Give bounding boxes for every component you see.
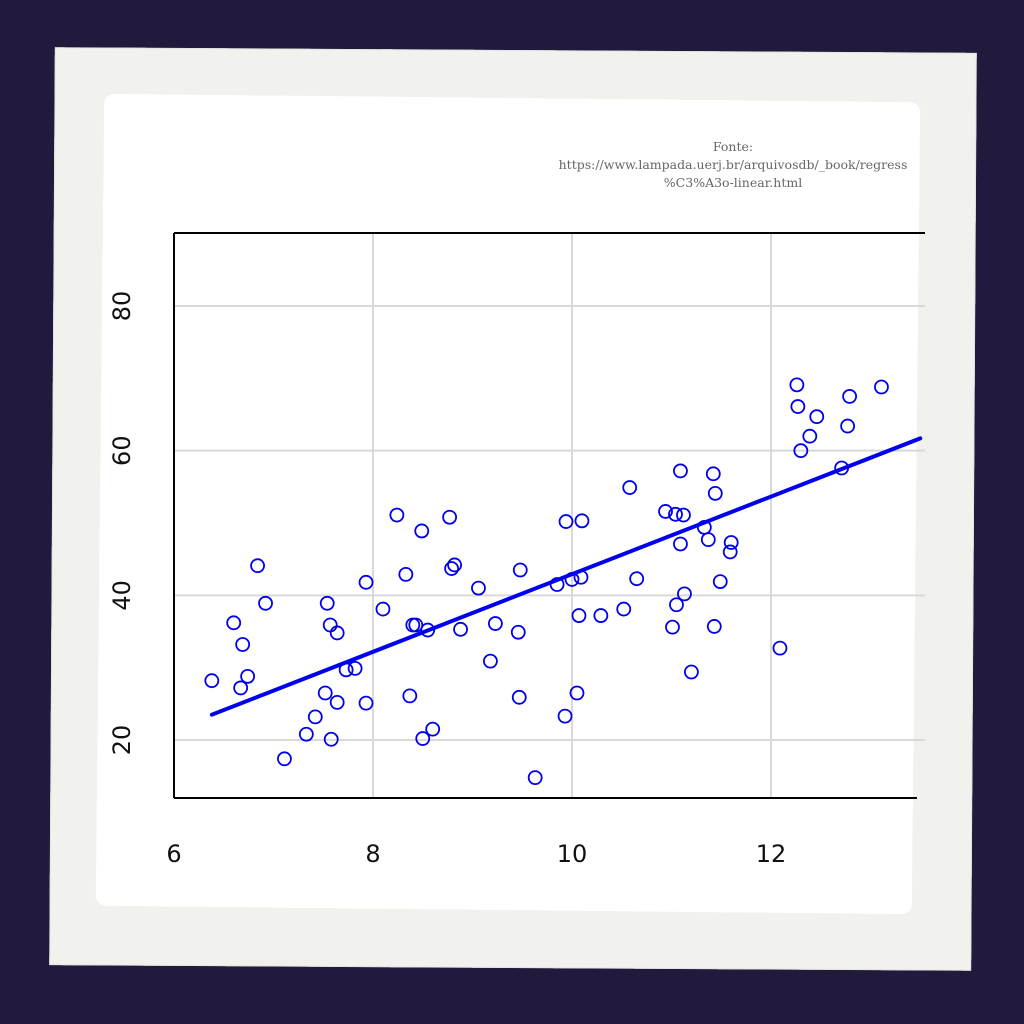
data-point bbox=[347, 660, 363, 676]
data-point bbox=[527, 770, 543, 786]
data-point bbox=[233, 680, 249, 696]
data-point bbox=[317, 685, 333, 701]
data-point bbox=[557, 708, 573, 724]
data-point bbox=[789, 377, 805, 393]
data-point bbox=[338, 662, 354, 678]
data-point bbox=[793, 443, 809, 459]
data-point bbox=[408, 617, 424, 633]
data-point bbox=[842, 389, 858, 404]
data-point bbox=[319, 595, 335, 611]
x-tick-label: 8 bbox=[365, 840, 380, 868]
data-point bbox=[235, 637, 251, 652]
data-point bbox=[307, 709, 323, 725]
data-point bbox=[240, 668, 256, 684]
data-point bbox=[398, 566, 414, 582]
grid-lines bbox=[173, 233, 925, 798]
data-point bbox=[329, 694, 345, 710]
data-point bbox=[658, 504, 673, 519]
data-point bbox=[706, 619, 722, 634]
data-point bbox=[665, 619, 680, 635]
data-point bbox=[483, 653, 498, 669]
source-note: Fonte: https://www.lampada.uerj.br/arqui… bbox=[558, 138, 908, 192]
data-point bbox=[571, 608, 587, 623]
data-point bbox=[323, 731, 339, 747]
y-tick-label: 60 bbox=[108, 435, 136, 466]
data-point bbox=[684, 664, 699, 680]
data-point bbox=[487, 616, 503, 631]
data-point bbox=[414, 523, 430, 539]
y-tick-label: 40 bbox=[108, 580, 136, 611]
data-point bbox=[277, 751, 292, 767]
tick-labels: 6 8 10 12 20 40 60 80 bbox=[108, 291, 786, 868]
data-point bbox=[447, 557, 462, 573]
data-point bbox=[375, 601, 391, 617]
data-point bbox=[569, 685, 585, 701]
y-tick-label: 80 bbox=[108, 291, 136, 322]
source-line-1: Fonte: bbox=[712, 139, 754, 154]
data-point bbox=[204, 673, 220, 689]
data-point bbox=[593, 608, 609, 623]
data-point bbox=[415, 731, 431, 746]
data-point bbox=[772, 640, 788, 656]
data-point bbox=[442, 509, 458, 525]
data-point bbox=[358, 695, 374, 711]
data-point bbox=[405, 617, 421, 633]
data-point bbox=[705, 466, 721, 482]
data-point bbox=[874, 379, 889, 395]
data-point bbox=[510, 624, 526, 640]
data-point bbox=[453, 621, 468, 637]
data-point bbox=[723, 535, 739, 550]
data-point bbox=[574, 513, 590, 529]
data-point bbox=[809, 409, 825, 425]
data-point bbox=[322, 617, 338, 633]
data-point bbox=[444, 561, 460, 576]
data-point bbox=[573, 569, 589, 585]
data-point bbox=[668, 506, 683, 522]
data-point bbox=[722, 544, 738, 560]
x-tick-label: 6 bbox=[166, 840, 181, 868]
data-point bbox=[420, 622, 436, 638]
data-point bbox=[669, 597, 684, 613]
axes bbox=[173, 232, 925, 799]
data-point bbox=[329, 625, 345, 641]
data-point bbox=[258, 595, 273, 611]
data-point bbox=[512, 562, 528, 578]
data-point bbox=[673, 536, 688, 552]
data-point bbox=[700, 532, 716, 548]
data-point bbox=[802, 428, 818, 444]
data-point bbox=[389, 507, 405, 523]
data-point bbox=[298, 726, 314, 742]
data-point bbox=[402, 688, 418, 704]
x-tick-label: 10 bbox=[557, 840, 588, 868]
data-point bbox=[676, 507, 691, 523]
data-point bbox=[616, 601, 632, 617]
data-point bbox=[425, 721, 441, 737]
data-point bbox=[673, 463, 688, 479]
data-point bbox=[840, 418, 856, 434]
data-point bbox=[712, 574, 728, 589]
data-point bbox=[549, 577, 565, 592]
data-point bbox=[250, 558, 265, 574]
x-tick-label: 12 bbox=[756, 840, 787, 868]
y-tick-label: 20 bbox=[108, 725, 136, 756]
data-point bbox=[226, 615, 242, 631]
data-point bbox=[834, 460, 850, 476]
data-point bbox=[790, 399, 806, 414]
source-line-3: %C3%A3o-linear.html bbox=[663, 175, 803, 190]
data-point bbox=[622, 480, 638, 495]
data-points bbox=[204, 377, 889, 786]
data-point bbox=[564, 572, 580, 587]
data-point bbox=[358, 574, 374, 590]
source-line-2: https://www.lampada.uerj.br/arquivosdb/_… bbox=[558, 157, 908, 172]
data-point bbox=[629, 571, 645, 587]
data-point bbox=[558, 514, 574, 529]
data-point bbox=[677, 586, 692, 602]
data-point bbox=[471, 580, 486, 596]
data-point bbox=[707, 485, 723, 501]
data-point bbox=[511, 689, 527, 705]
